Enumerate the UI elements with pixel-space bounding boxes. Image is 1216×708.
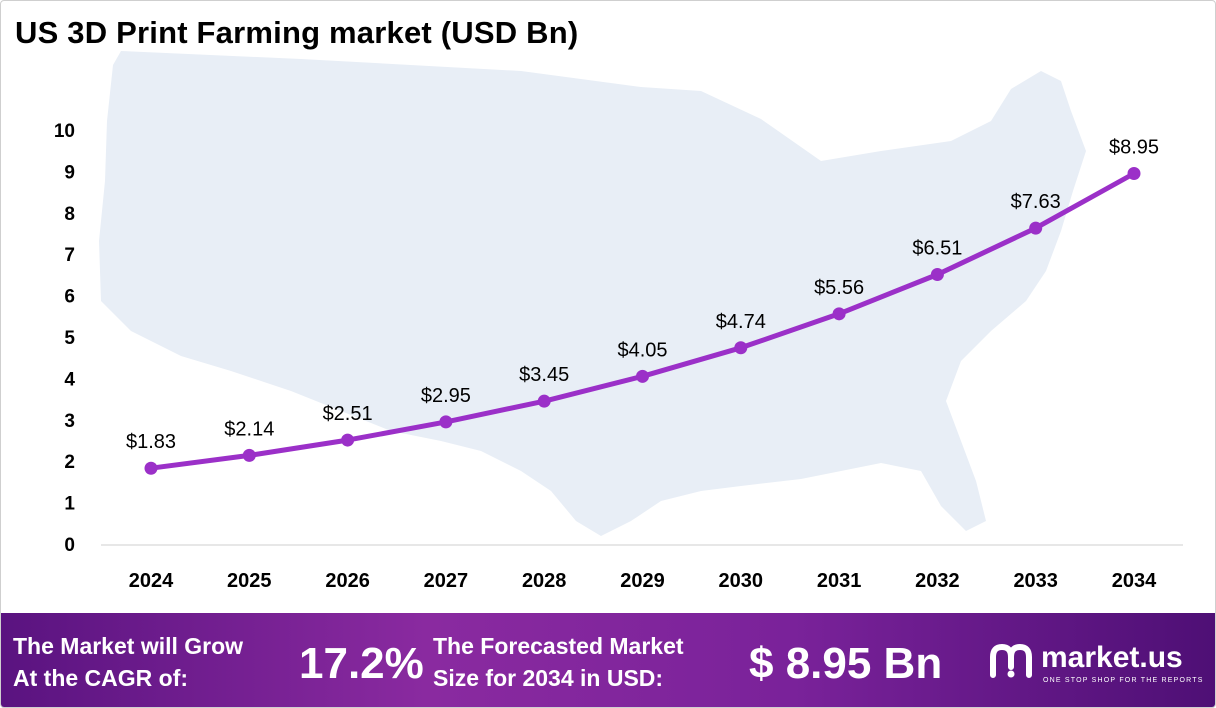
x-tick-label: 2028: [522, 570, 567, 592]
data-label: $1.83: [126, 431, 176, 453]
x-tick-label: 2033: [1013, 570, 1058, 592]
y-tick-label: 7: [64, 245, 75, 266]
data-point: [1127, 166, 1141, 180]
x-tick-label: 2026: [325, 570, 370, 592]
forecast-caption-line2: Size for 2034 in USD:: [433, 665, 664, 691]
line-chart: 0 1 2 3 4 5 6 7 8 9 10 2024 2025 2026 2027 2028 2029 2030…: [54, 51, 1183, 592]
x-tick-label: 2029: [620, 570, 665, 592]
x-tick-label: 2032: [915, 570, 960, 592]
data-point: [930, 267, 944, 281]
market-us-logo: market.us ONE STOP SHOP FOR THE REPORTS: [989, 641, 1209, 685]
x-tick-label: 2030: [719, 570, 764, 592]
y-tick-label: 3: [64, 411, 75, 432]
y-tick-label: 10: [54, 121, 75, 142]
x-tick-label: 2027: [424, 570, 469, 592]
y-tick-label: 4: [64, 369, 75, 390]
data-point: [1029, 221, 1043, 235]
data-label: $7.63: [1011, 191, 1061, 213]
x-tick-label: 2031: [817, 570, 862, 592]
data-label: $2.14: [224, 418, 274, 440]
data-point: [636, 369, 649, 383]
market-us-logo-icon: [990, 643, 1032, 678]
cagr-caption: The Market will Grow At the CAGR of:: [13, 630, 293, 694]
x-tick-label: 2034: [1112, 570, 1157, 592]
data-label: $3.45: [519, 364, 569, 386]
x-tick-label: 2025: [227, 570, 272, 592]
y-tick-label: 1: [64, 494, 75, 515]
y-tick-label: 5: [64, 328, 75, 349]
data-label: $8.95: [1109, 136, 1159, 158]
data-label: $5.56: [814, 277, 864, 299]
chart-title: US 3D Print Farming market (USD Bn): [15, 15, 579, 50]
y-tick-label: 9: [64, 162, 75, 183]
data-label: $4.05: [617, 339, 667, 361]
summary-banner: The Market will Grow At the CAGR of: 17.…: [1, 613, 1215, 707]
data-label: $2.51: [323, 403, 373, 425]
y-tick-label: 0: [64, 535, 75, 556]
data-point: [439, 415, 453, 429]
x-tick-label: 2024: [129, 570, 174, 592]
data-point: [242, 448, 256, 462]
us-map-silhouette: [99, 51, 1086, 536]
data-point: [341, 433, 355, 447]
logo-tagline: ONE STOP SHOP FOR THE REPORTS: [1043, 677, 1204, 684]
logo-name: market.us: [1041, 641, 1183, 674]
cagr-value: 17.2%: [299, 639, 424, 688]
data-point: [734, 341, 748, 355]
y-tick-label: 6: [64, 287, 75, 308]
cagr-caption-line2: At the CAGR of:: [13, 665, 189, 691]
forecast-caption-line1: The Forecasted Market: [433, 633, 684, 659]
data-point: [144, 461, 158, 475]
data-label: $2.95: [421, 385, 471, 407]
forecast-value: $ 8.95 Bn: [749, 639, 943, 688]
data-point: [832, 307, 846, 321]
y-tick-label: 8: [64, 204, 75, 225]
data-point: [537, 394, 551, 408]
y-tick-label: 2: [64, 452, 75, 473]
data-label: $4.74: [716, 311, 766, 333]
forecast-caption: The Forecasted Market Size for 2034 in U…: [433, 630, 733, 694]
data-label: $6.51: [912, 237, 962, 259]
cagr-caption-line1: The Market will Grow: [13, 633, 244, 659]
